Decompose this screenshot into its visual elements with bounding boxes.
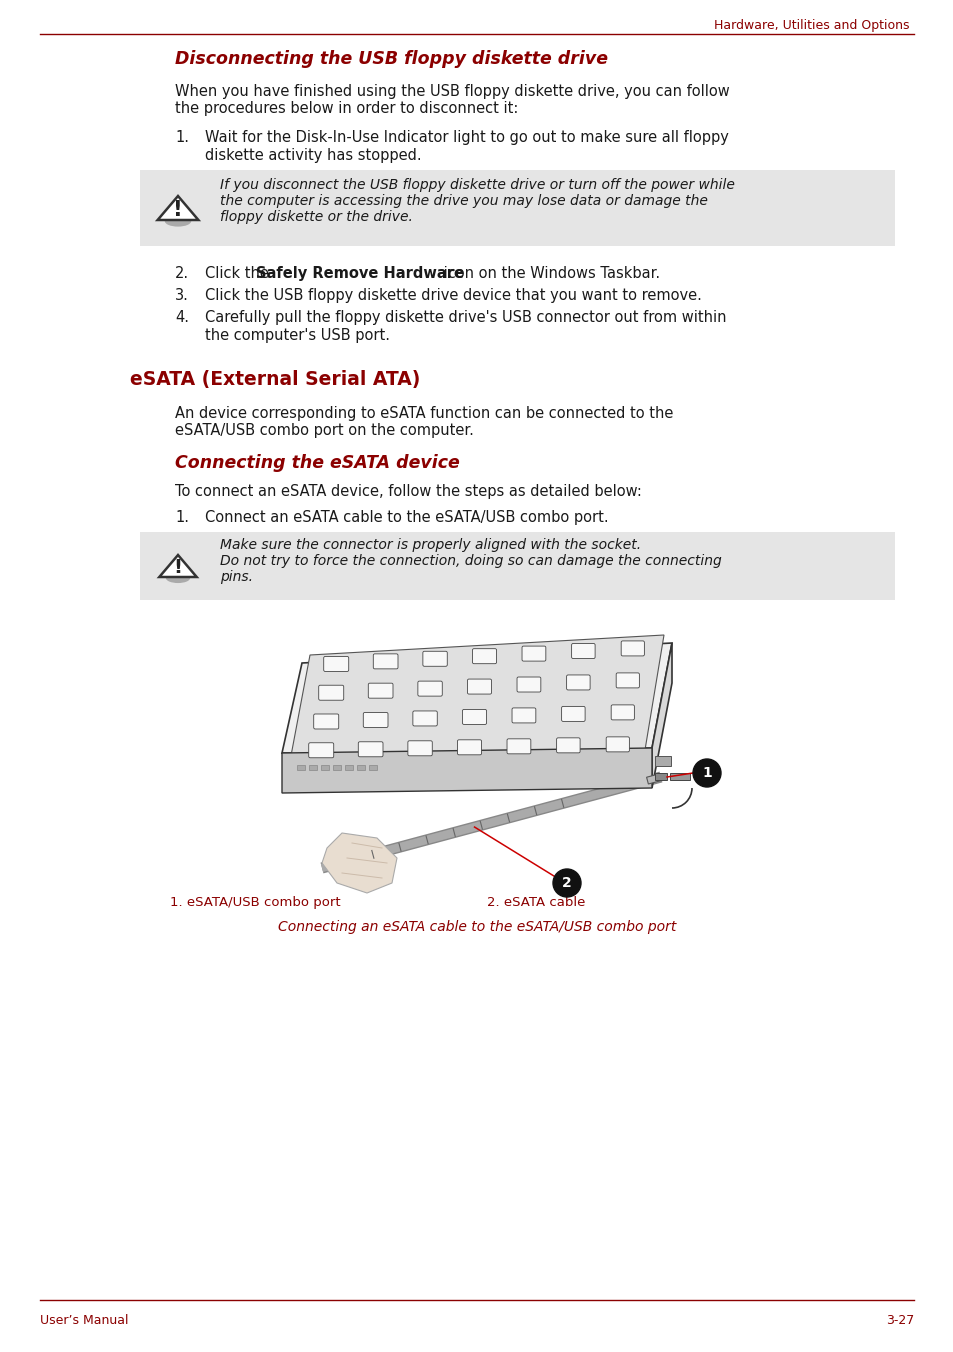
FancyBboxPatch shape (655, 773, 666, 780)
FancyBboxPatch shape (333, 765, 340, 771)
Text: Connect an eSATA cable to the eSATA/USB combo port.: Connect an eSATA cable to the eSATA/USB … (205, 510, 608, 525)
Polygon shape (282, 644, 671, 753)
FancyBboxPatch shape (363, 713, 388, 727)
Circle shape (553, 869, 580, 896)
FancyBboxPatch shape (472, 649, 496, 664)
FancyBboxPatch shape (309, 742, 334, 757)
FancyBboxPatch shape (571, 644, 595, 658)
Polygon shape (322, 833, 396, 894)
Text: Click the: Click the (205, 266, 274, 281)
FancyBboxPatch shape (457, 740, 481, 754)
FancyBboxPatch shape (556, 738, 579, 753)
Text: If you disconnect the USB floppy diskette drive or turn off the power while
the : If you disconnect the USB floppy diskett… (220, 178, 734, 224)
Polygon shape (646, 773, 661, 784)
FancyBboxPatch shape (323, 657, 349, 672)
Polygon shape (282, 748, 651, 794)
Text: the computer's USB port.: the computer's USB port. (205, 329, 390, 343)
Text: eSATA (External Serial ATA): eSATA (External Serial ATA) (130, 370, 420, 389)
Text: When you have finished using the USB floppy diskette drive, you can follow
the p: When you have finished using the USB flo… (174, 84, 729, 116)
Text: !: ! (173, 558, 182, 577)
FancyBboxPatch shape (356, 765, 365, 771)
FancyBboxPatch shape (408, 741, 432, 756)
Text: Make sure the connector is properly aligned with the socket.
Do not try to force: Make sure the connector is properly alig… (220, 538, 721, 584)
Text: !: ! (172, 200, 183, 220)
FancyBboxPatch shape (417, 681, 442, 696)
FancyBboxPatch shape (318, 685, 343, 700)
Ellipse shape (165, 216, 191, 227)
FancyBboxPatch shape (368, 683, 393, 698)
Text: Hardware, Utilities and Options: Hardware, Utilities and Options (714, 19, 909, 32)
FancyBboxPatch shape (345, 765, 353, 771)
Text: Click the USB floppy diskette drive device that you want to remove.: Click the USB floppy diskette drive devi… (205, 288, 701, 303)
Text: 2. eSATA cable: 2. eSATA cable (486, 896, 585, 909)
Text: 2: 2 (561, 876, 571, 890)
FancyBboxPatch shape (140, 531, 894, 600)
Text: 1. eSATA/USB combo port: 1. eSATA/USB combo port (170, 896, 340, 909)
FancyBboxPatch shape (467, 679, 491, 694)
Text: 1.: 1. (174, 130, 189, 145)
FancyBboxPatch shape (373, 654, 397, 669)
FancyBboxPatch shape (517, 677, 540, 692)
FancyBboxPatch shape (462, 710, 486, 725)
Text: 3.: 3. (174, 288, 189, 303)
Text: 1: 1 (701, 767, 711, 780)
Polygon shape (290, 635, 663, 761)
FancyBboxPatch shape (566, 675, 590, 690)
Text: Disconnecting the USB floppy diskette drive: Disconnecting the USB floppy diskette dr… (174, 50, 607, 68)
Text: Connecting an eSATA cable to the eSATA/USB combo port: Connecting an eSATA cable to the eSATA/U… (277, 919, 676, 934)
FancyBboxPatch shape (296, 765, 305, 771)
FancyBboxPatch shape (422, 652, 447, 667)
FancyBboxPatch shape (611, 704, 634, 719)
FancyBboxPatch shape (561, 706, 584, 722)
Text: 2.: 2. (174, 266, 189, 281)
FancyBboxPatch shape (413, 711, 436, 726)
Text: 3-27: 3-27 (884, 1314, 913, 1328)
Text: Safely Remove Hardware: Safely Remove Hardware (255, 266, 463, 281)
Text: 1.: 1. (174, 510, 189, 525)
Circle shape (692, 758, 720, 787)
FancyBboxPatch shape (512, 708, 536, 723)
FancyBboxPatch shape (669, 773, 689, 780)
FancyBboxPatch shape (320, 765, 329, 771)
Polygon shape (157, 196, 198, 220)
FancyBboxPatch shape (616, 673, 639, 688)
Ellipse shape (166, 573, 190, 583)
Text: Carefully pull the floppy diskette drive's USB connector out from within: Carefully pull the floppy diskette drive… (205, 310, 726, 324)
Polygon shape (159, 556, 196, 577)
Text: An device corresponding to eSATA function can be connected to the
eSATA/USB comb: An device corresponding to eSATA functio… (174, 406, 673, 438)
FancyBboxPatch shape (620, 641, 643, 656)
FancyBboxPatch shape (655, 756, 670, 767)
FancyBboxPatch shape (605, 737, 629, 752)
FancyBboxPatch shape (369, 765, 376, 771)
Text: Wait for the Disk-In-Use Indicator light to go out to make sure all floppy: Wait for the Disk-In-Use Indicator light… (205, 130, 728, 145)
Text: Connecting the eSATA device: Connecting the eSATA device (174, 454, 459, 472)
FancyBboxPatch shape (140, 170, 894, 246)
Polygon shape (651, 644, 671, 788)
FancyBboxPatch shape (309, 765, 316, 771)
Text: icon on the Windows Taskbar.: icon on the Windows Taskbar. (438, 266, 659, 281)
Text: User’s Manual: User’s Manual (40, 1314, 129, 1328)
FancyBboxPatch shape (358, 742, 382, 757)
Text: 4.: 4. (174, 310, 189, 324)
FancyBboxPatch shape (506, 738, 530, 754)
FancyBboxPatch shape (314, 714, 338, 729)
Text: To connect an eSATA device, follow the steps as detailed below:: To connect an eSATA device, follow the s… (174, 484, 641, 499)
Text: diskette activity has stopped.: diskette activity has stopped. (205, 147, 421, 164)
FancyBboxPatch shape (521, 646, 545, 661)
